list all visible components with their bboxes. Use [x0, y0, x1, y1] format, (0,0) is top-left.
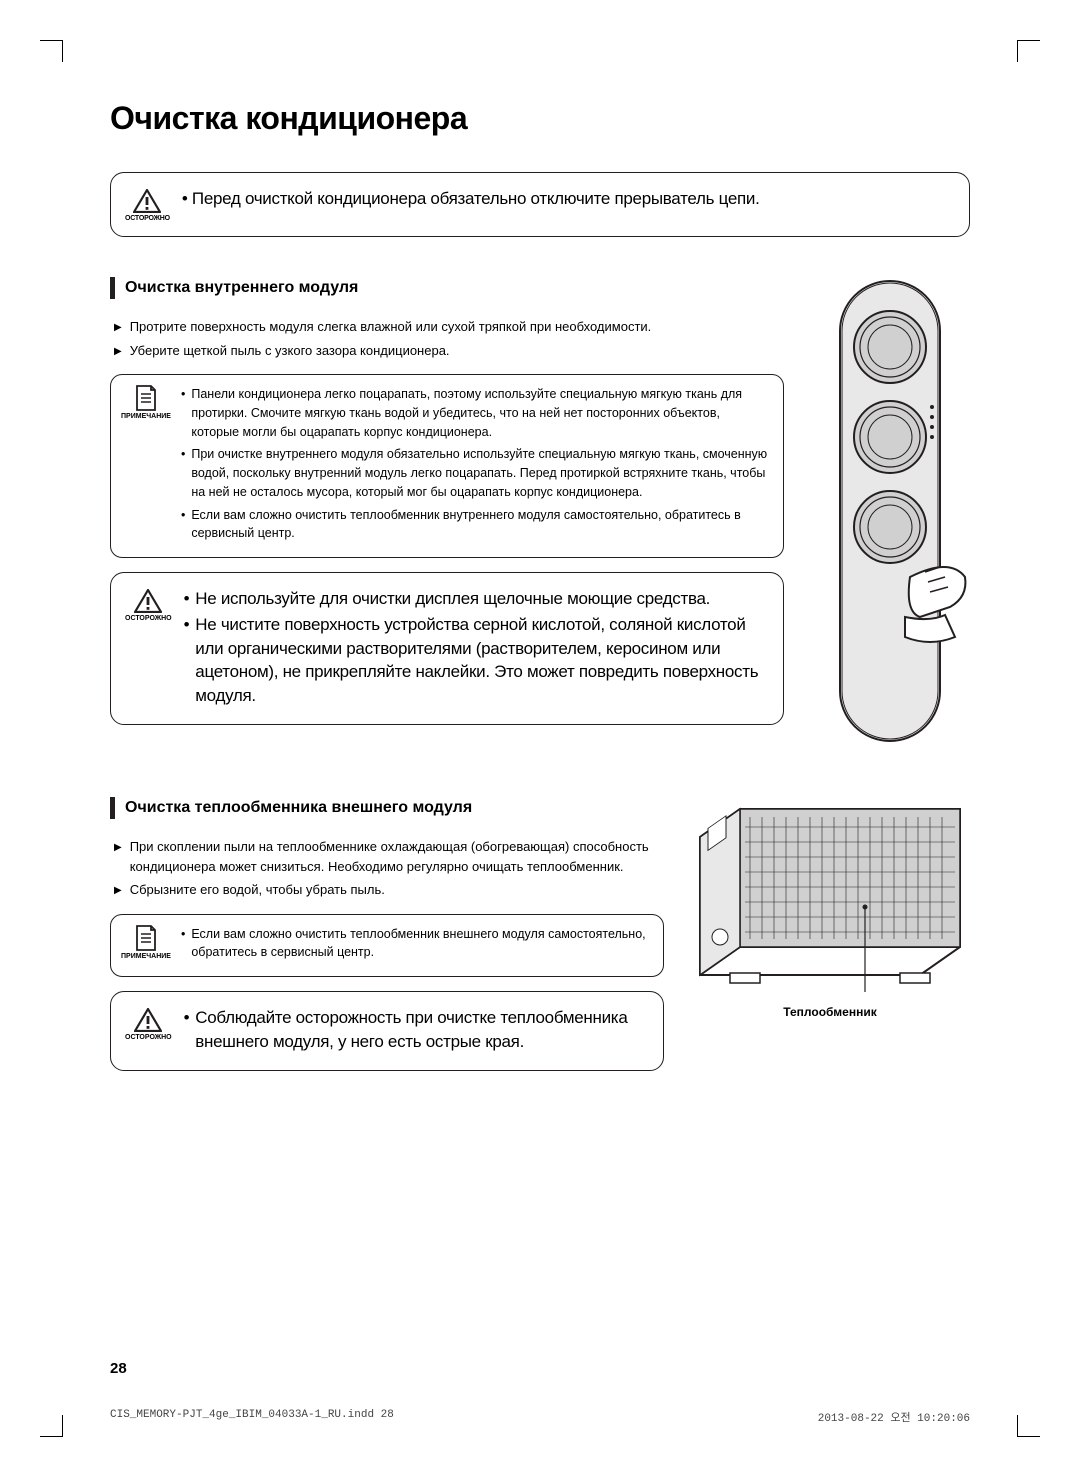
crop-mark	[1017, 1415, 1018, 1437]
print-footer: CIS_MEMORY-PJT_4ge_IBIM_04033A-1_RU.indd…	[110, 1409, 970, 1425]
note-icon	[135, 925, 157, 951]
crop-mark	[1018, 40, 1040, 41]
crop-mark	[40, 40, 62, 41]
caution-box: ОСТОРОЖНО Соблюдайте осторожность при оч…	[110, 991, 664, 1071]
caution-list: Соблюдайте осторожность при очистке тепл…	[184, 1006, 649, 1056]
caution-label: ОСТОРОЖНО	[125, 215, 170, 222]
indoor-unit-illustration	[810, 277, 970, 747]
note-item: Если вам сложно очистить теплообменник в…	[181, 925, 649, 963]
caution-icon-col: ОСТОРОЖНО	[125, 587, 172, 710]
note-label: ПРИМЕЧАНИЕ	[121, 413, 171, 420]
note-icon-col: ПРИМЕЧАНИЕ	[121, 385, 171, 547]
note-icon-col: ПРИМЕЧАНИЕ	[121, 925, 171, 967]
illustration-caption: Теплообменник	[690, 1005, 970, 1019]
caution-item: Соблюдайте осторожность при очистке тепл…	[184, 1006, 649, 1054]
caution-box: ОСТОРОЖНО Не используйте для очистки дис…	[110, 572, 784, 725]
note-icon	[135, 385, 157, 411]
note-item: При очистке внутреннего модуля обязатель…	[181, 445, 769, 501]
step-item: При скоплении пыли на теплообменнике охл…	[114, 837, 664, 876]
note-label: ПРИМЕЧАНИЕ	[121, 953, 171, 960]
caution-item: Не используйте для очистки дисплея щелоч…	[184, 587, 769, 611]
section-title: Очистка теплообменника внешнего модуля	[110, 797, 664, 819]
section-indoor: Очистка внутреннего модуля Протрите пове…	[110, 277, 970, 747]
step-list: Протрите поверхность модуля слегка влажн…	[114, 317, 784, 360]
note-list: Панели кондиционера легко поцарапать, по…	[181, 385, 769, 547]
warning-icon	[133, 189, 161, 213]
page-number: 28	[110, 1360, 127, 1377]
outdoor-unit-illustration: Теплообменник	[690, 797, 970, 1019]
section-content: Очистка внутреннего модуля Протрите пове…	[110, 277, 784, 725]
crop-mark	[1017, 40, 1018, 62]
crop-mark	[40, 1436, 62, 1437]
caution-icon-col: ОСТОРОЖНО	[125, 187, 170, 222]
note-item: Панели кондиционера легко поцарапать, по…	[181, 385, 769, 441]
footer-file: CIS_MEMORY-PJT_4ge_IBIM_04033A-1_RU.indd…	[110, 1409, 394, 1425]
caution-callout: ОСТОРОЖНО Перед очисткой кондиционера об…	[110, 172, 970, 237]
caution-item: Не чистите поверхность устройства серной…	[184, 613, 769, 708]
note-item: Если вам сложно очистить теплообменник в…	[181, 506, 769, 544]
page-body: Очистка кондиционера ОСТОРОЖНО Перед очи…	[110, 100, 970, 1377]
crop-mark	[1018, 1436, 1040, 1437]
warning-icon	[134, 1008, 162, 1032]
page-title: Очистка кондиционера	[110, 100, 970, 137]
step-item: Уберите щеткой пыль с узкого зазора конд…	[114, 341, 784, 361]
warning-icon	[134, 589, 162, 613]
section-title: Очистка внутреннего модуля	[110, 277, 784, 299]
caution-label: ОСТОРОЖНО	[125, 1034, 172, 1041]
step-item: Сбрызните его водой, чтобы убрать пыль.	[114, 880, 664, 900]
step-item: Протрите поверхность модуля слегка влажн…	[114, 317, 784, 337]
note-box: ПРИМЕЧАНИЕ Панели кондиционера легко поц…	[110, 374, 784, 558]
caution-label: ОСТОРОЖНО	[125, 615, 172, 622]
caution-item: Перед очисткой кондиционера обязательно …	[182, 187, 951, 212]
caution-icon-col: ОСТОРОЖНО	[125, 1006, 172, 1056]
footer-date: 2013-08-22 오전 10:20:06	[818, 1409, 970, 1425]
note-box: ПРИМЕЧАНИЕ Если вам сложно очистить тепл…	[110, 914, 664, 978]
crop-mark	[62, 1415, 63, 1437]
caution-text: Перед очисткой кондиционера обязательно …	[182, 187, 951, 212]
note-list: Если вам сложно очистить теплообменник в…	[181, 925, 649, 967]
section-outdoor: Очистка теплообменника внешнего модуля П…	[110, 797, 970, 1071]
caution-list: Не используйте для очистки дисплея щелоч…	[184, 587, 769, 710]
crop-mark	[62, 40, 63, 62]
step-list: При скоплении пыли на теплообменнике охл…	[114, 837, 664, 900]
section-content: Очистка теплообменника внешнего модуля П…	[110, 797, 664, 1071]
